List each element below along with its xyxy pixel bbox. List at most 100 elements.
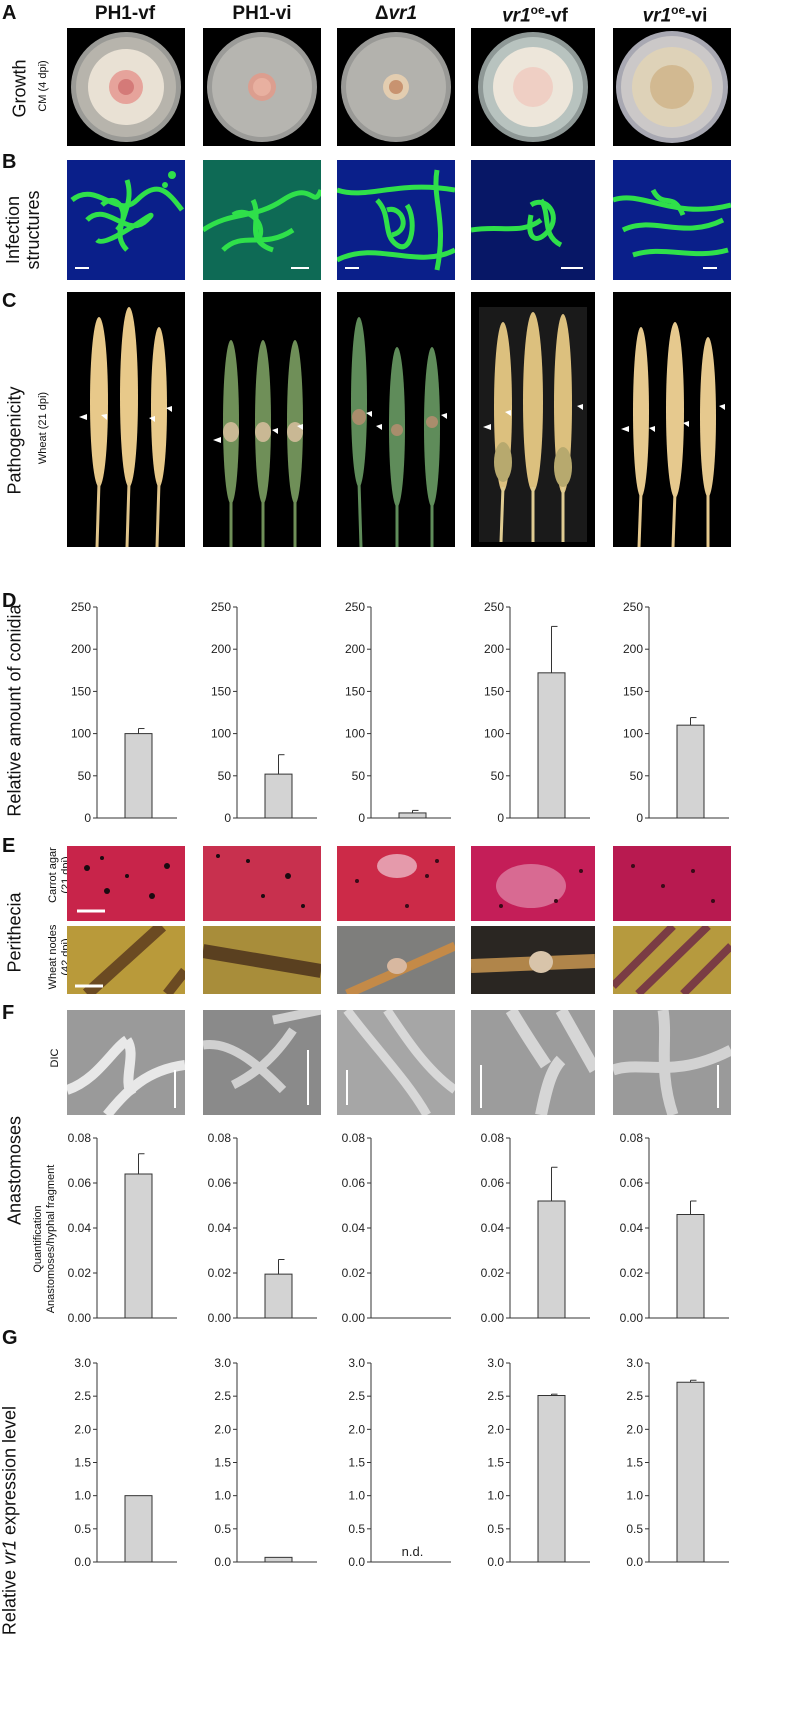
column-header-delta-vr1: Δvr1 — [374, 3, 418, 24]
wheat-spike-photo-ph1-vi — [203, 292, 321, 547]
panel-letter-e: E — [2, 835, 16, 857]
row-label-anastomoses: Anastomoses — [4, 1115, 25, 1226]
bar-f — [124, 1173, 153, 1319]
y-tick-label-g: 2.5 — [487, 1389, 504, 1403]
y-tick-label-d: 0 — [224, 811, 231, 825]
bar-d — [398, 812, 427, 819]
row-label-growth-sub: CM (4 dpi) — [37, 60, 49, 112]
perithecia-node-photo-delta-vr1 — [337, 926, 455, 994]
y-tick-label-g: 0.5 — [348, 1522, 365, 1536]
perithecia-carrot-photo-delta-vr1 — [337, 846, 455, 921]
y-tick-label-g: 1.5 — [487, 1456, 504, 1470]
y-tick-label-g: 0.0 — [626, 1555, 643, 1569]
dic-photo-vr1oe-vf — [471, 1010, 595, 1115]
y-tick-label-g: 2.0 — [214, 1422, 231, 1436]
infection-structure-photo-ph1-vf — [67, 160, 185, 280]
bar-g — [537, 1395, 566, 1563]
infection-structure-photo-delta-vr1 — [337, 160, 455, 280]
y-tick-label-f: 0.06 — [68, 1176, 92, 1190]
wheat-spike-photo-ph1-vf — [67, 292, 185, 547]
y-tick-label-g: 2.0 — [348, 1422, 365, 1436]
y-tick-label-f: 0.02 — [342, 1266, 366, 1280]
panel-letter-d: D — [2, 590, 17, 612]
bar-f — [264, 1273, 293, 1319]
wheat-spike-photo-vr1oe-vi — [613, 292, 731, 547]
y-tick-label-f: 0.00 — [208, 1311, 232, 1325]
row-label-dic: DIC — [49, 1048, 61, 1068]
y-tick-label-g: 0.5 — [74, 1522, 91, 1536]
panel-letter-a: A — [2, 2, 17, 24]
y-tick-label-f: 0.08 — [620, 1131, 644, 1145]
dic-photo-vr1oe-vi — [613, 1010, 731, 1115]
y-tick-label-f: 0.04 — [208, 1221, 232, 1235]
panel-letter-f: F — [2, 1002, 15, 1024]
plate-photo-ph1-vi — [203, 28, 321, 146]
bar-d — [676, 724, 705, 819]
y-tick-label-g: 1.0 — [487, 1489, 504, 1503]
column-header-vr1oe-vf: vr1oe-vf — [502, 3, 568, 27]
wheat-spike-photo-delta-vr1 — [337, 292, 455, 547]
y-tick-label-g: 1.5 — [626, 1456, 643, 1470]
y-tick-label-d: 50 — [491, 769, 505, 783]
y-tick-label-f: 0.06 — [620, 1176, 644, 1190]
bar-d — [124, 733, 153, 819]
y-tick-label-g: 0.0 — [487, 1555, 504, 1569]
column-header-ph1-vi: PH1-vi — [232, 3, 292, 24]
y-tick-label-d: 200 — [623, 642, 643, 656]
y-tick-label-d: 200 — [345, 642, 365, 656]
panel-letter-c: C — [2, 290, 17, 312]
plate-photo-vr1oe-vf — [471, 28, 595, 146]
perithecia-node-photo-vr1oe-vf — [471, 926, 595, 994]
y-tick-label-g: 0.0 — [214, 1555, 231, 1569]
y-tick-label-f: 0.00 — [342, 1311, 366, 1325]
panel-letter-b: B — [2, 151, 17, 173]
y-tick-label-g: 1.0 — [214, 1489, 231, 1503]
y-tick-label-f: 0.02 — [481, 1266, 505, 1280]
bar-g — [676, 1381, 705, 1563]
y-tick-label-g: 2.0 — [487, 1422, 504, 1436]
infection-structure-photo-vr1oe-vf — [471, 160, 595, 280]
y-tick-label-d: 250 — [484, 600, 504, 614]
y-tick-label-d: 0 — [84, 811, 91, 825]
y-tick-label-f: 0.00 — [481, 1311, 505, 1325]
y-tick-label-f: 0.00 — [620, 1311, 644, 1325]
y-tick-label-d: 100 — [211, 727, 231, 741]
dic-photo-delta-vr1 — [337, 1010, 455, 1115]
y-tick-label-d: 50 — [218, 769, 232, 783]
row-label-pathogenicity: Pathogenicity — [4, 386, 25, 495]
y-tick-label-g: 0.5 — [626, 1522, 643, 1536]
y-tick-label-f: 0.08 — [481, 1131, 505, 1145]
y-tick-label-d: 50 — [78, 769, 92, 783]
y-tick-label-d: 0 — [497, 811, 504, 825]
y-tick-label-d: 250 — [71, 600, 91, 614]
y-tick-label-f: 0.04 — [620, 1221, 644, 1235]
perithecia-carrot-photo-vr1oe-vi — [613, 846, 731, 921]
y-tick-label-f: 0.04 — [68, 1221, 92, 1235]
y-tick-label-f: 0.02 — [68, 1266, 92, 1280]
y-tick-label-d: 50 — [630, 769, 644, 783]
y-tick-label-g: 2.5 — [74, 1389, 91, 1403]
dic-photo-ph1-vi — [203, 1010, 321, 1115]
y-tick-label-f: 0.02 — [620, 1266, 644, 1280]
bar-d — [264, 773, 293, 819]
y-tick-label-d: 250 — [345, 600, 365, 614]
y-tick-label-g: 2.5 — [214, 1389, 231, 1403]
y-tick-label-d: 250 — [211, 600, 231, 614]
y-tick-label-g: 0.5 — [487, 1522, 504, 1536]
panel-letter-g: G — [2, 1327, 18, 1349]
dic-photo-ph1-vf — [67, 1010, 185, 1115]
y-tick-label-f: 0.06 — [342, 1176, 366, 1190]
infection-structure-photo-vr1oe-vi — [613, 160, 731, 280]
y-tick-label-f: 0.04 — [481, 1221, 505, 1235]
infection-structure-photo-ph1-vi — [203, 160, 321, 280]
perithecia-carrot-photo-ph1-vi — [203, 846, 321, 921]
y-tick-label-g: 1.0 — [626, 1489, 643, 1503]
y-tick-label-d: 150 — [484, 684, 504, 698]
y-tick-label-f: 0.04 — [342, 1221, 366, 1235]
y-tick-label-g: 2.0 — [626, 1422, 643, 1436]
perithecia-carrot-photo-ph1-vf — [67, 846, 185, 921]
y-tick-label-f: 0.06 — [208, 1176, 232, 1190]
y-tick-label-d: 50 — [352, 769, 366, 783]
y-tick-label-g: 1.5 — [348, 1456, 365, 1470]
y-tick-label-g: 3.0 — [487, 1356, 504, 1370]
